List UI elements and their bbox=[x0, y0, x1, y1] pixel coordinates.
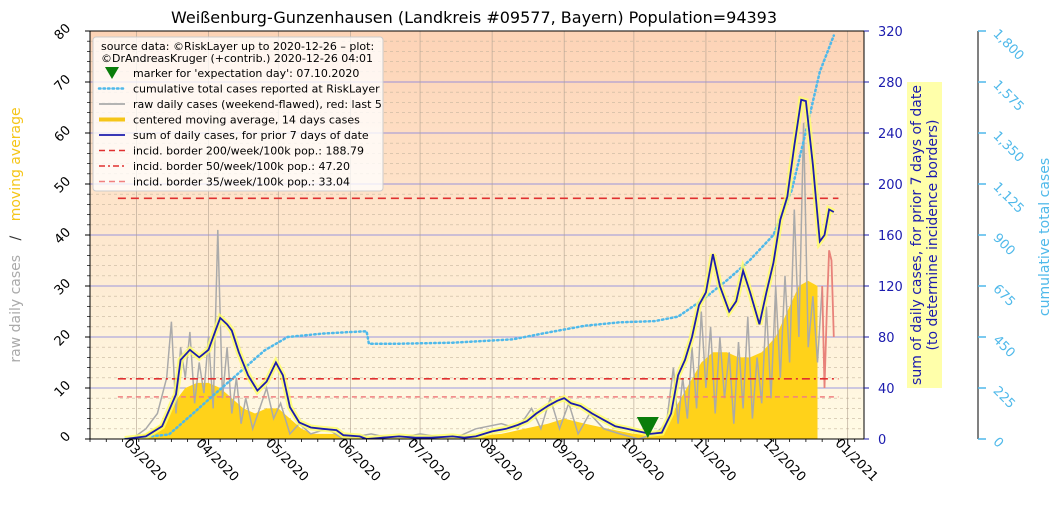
y-left-tick-label: 60 bbox=[52, 123, 74, 145]
y-right1-label: sum of daily cases, for prior 7 days of … bbox=[909, 85, 941, 385]
x-axis: 03/2020 04/2020 05/2020 06/2020 07/2020 08/20… bbox=[89, 436, 881, 485]
legend-source-text: source data: ©RiskLayer up to 2020-12-26… bbox=[101, 40, 374, 53]
legend-entry-label: incid. border 200/week/100k pop.: 188.79 bbox=[133, 145, 364, 158]
y-right1-tick-label: 320 bbox=[878, 25, 903, 40]
x-tick-label: 09/2020 bbox=[548, 436, 597, 485]
x-tick-label: 05/2020 bbox=[262, 436, 311, 485]
legend-box bbox=[92, 36, 384, 192]
y-left-tick-label: 10 bbox=[52, 378, 74, 400]
x-tick-label: 04/2020 bbox=[193, 436, 242, 485]
y-right1-axis: 0 40 80 120 160 200 240 280 320 bbox=[864, 25, 903, 448]
legend-entry-label: sum of daily cases, for prior 7 days of … bbox=[133, 129, 369, 142]
x-tick-label: 07/2020 bbox=[404, 436, 453, 485]
y-right2-tick-label: 675 bbox=[990, 282, 1018, 310]
y-right1-tick-label: 160 bbox=[878, 229, 903, 244]
seven-day-sum-line bbox=[124, 98, 835, 439]
moving-average-area bbox=[124, 280, 818, 439]
y-left-tick-label: 0 bbox=[58, 429, 74, 445]
y-left-tick-label: 70 bbox=[52, 72, 74, 94]
svg-text:raw daily cases /: raw daily cases / moving average bbox=[8, 107, 24, 362]
legend-entry-label: incid. border 35/week/100k pop.: 33.04 bbox=[133, 176, 350, 189]
raw-daily-cases-line bbox=[131, 122, 823, 439]
y-right2-tick-label: 225 bbox=[990, 384, 1018, 412]
y-left-tick-label: 20 bbox=[52, 327, 74, 349]
y-right1-label-box bbox=[907, 82, 942, 388]
y-right1-label-line1: sum of daily cases, for prior 7 days of … bbox=[909, 85, 925, 385]
y-right1-tick-label: 0 bbox=[878, 433, 886, 448]
y-left-axis: 0 10 20 30 40 50 60 70 80 bbox=[52, 21, 90, 446]
y-left-tick-label: 40 bbox=[52, 225, 74, 247]
legend-entry-label: centered moving average, 14 days cases bbox=[133, 114, 360, 127]
y-right1-tick-label: 40 bbox=[878, 382, 895, 397]
y-right2-tick-label: 1,350 bbox=[990, 129, 1027, 166]
legend: source data: ©RiskLayer up to 2020-12-26… bbox=[92, 36, 384, 192]
legend-entry-label: cumulative total cases reported at RiskL… bbox=[133, 83, 380, 96]
chart-title: Weißenburg-Gunzenhausen (Landkreis #0957… bbox=[171, 8, 777, 27]
y-left-label-part-average: moving average bbox=[8, 107, 24, 221]
y-right1-tick-label: 280 bbox=[878, 76, 903, 91]
y-right1-tick-label: 240 bbox=[878, 127, 903, 142]
y-right2-tick-label: 0 bbox=[990, 435, 1006, 451]
y-right2-tick-label: 1,125 bbox=[990, 180, 1027, 217]
expectation-day-marker bbox=[636, 417, 659, 438]
y-right2-label: cumulative total cases bbox=[1037, 158, 1053, 316]
x-tick-label: 03/2020 bbox=[121, 436, 170, 485]
y-right2-tick-label: 1,575 bbox=[990, 78, 1027, 115]
cumulative-cases-line bbox=[123, 34, 836, 439]
y-right2-tick-label: 900 bbox=[990, 231, 1018, 259]
series-fills bbox=[124, 280, 818, 439]
y-left-tick-label: 50 bbox=[52, 174, 74, 196]
y-right2-tick-label: 1,800 bbox=[990, 27, 1027, 64]
x-tick-label: 12/2020 bbox=[760, 436, 809, 485]
y-right1-tick-label: 80 bbox=[878, 331, 895, 346]
legend-swatch-marker bbox=[105, 67, 119, 79]
x-tick-label: 10/2020 bbox=[618, 436, 667, 485]
y-left-tick-label: 30 bbox=[52, 276, 74, 298]
legend-entry-label: incid. border 50/week/100k pop.: 47.20 bbox=[133, 160, 350, 173]
y-right2-label-text: cumulative total cases bbox=[1037, 158, 1053, 316]
y-right2-tick-label: 450 bbox=[990, 333, 1018, 361]
y-right1-tick-label: 120 bbox=[878, 280, 903, 295]
x-tick-label: 11/2020 bbox=[690, 436, 739, 485]
y-left-label: raw daily cases / moving average bbox=[8, 107, 24, 362]
x-tick-label: 08/2020 bbox=[476, 436, 525, 485]
legend-source-text: ©DrAndreasKruger (+contrib.) 2020-12-26 … bbox=[101, 52, 373, 65]
x-tick-label: 01/2021 bbox=[832, 436, 881, 485]
series-lines bbox=[117, 34, 839, 439]
legend-entry-label: raw daily cases (weekend-flawed), red: l… bbox=[133, 98, 382, 111]
y-left-label-separator: / bbox=[8, 235, 24, 240]
x-tick-label: 06/2020 bbox=[334, 436, 383, 485]
y-right1-label-line2: (to determine incidence borders) bbox=[925, 120, 941, 351]
y-left-tick-label: 80 bbox=[52, 21, 74, 43]
raw-daily-cases-last5-line bbox=[821, 250, 835, 389]
y-right1-tick-label: 200 bbox=[878, 178, 903, 193]
y-left-label-part-raw: raw daily cases bbox=[8, 255, 24, 363]
legend-entry-label: marker for 'expectation day': 07.10.2020 bbox=[133, 67, 359, 80]
y-right2-axis: 0 225 450 675 900 1,125 1,350 1,575 1,800 bbox=[977, 27, 1027, 451]
